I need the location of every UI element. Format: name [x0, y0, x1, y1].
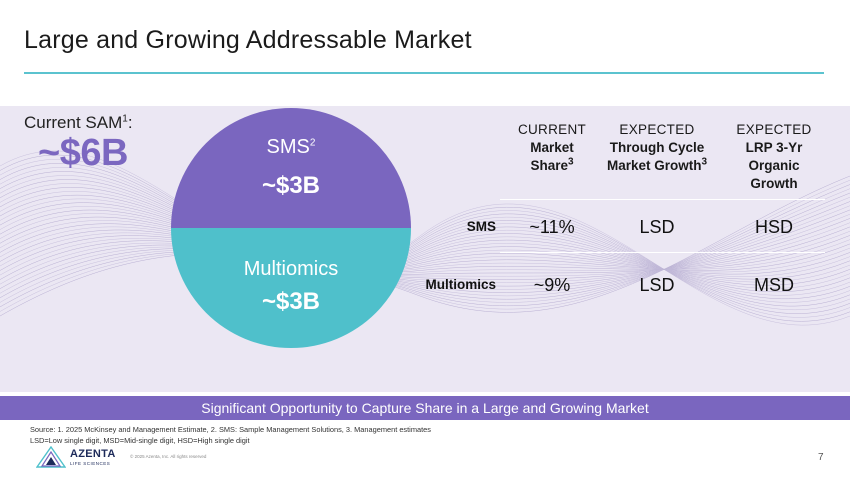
row-label-multiomics: Multiomics [425, 277, 496, 292]
wave-line [0, 218, 850, 280]
wave-line [0, 150, 850, 326]
wave-line [0, 201, 850, 293]
source-line: Source: 1. 2025 McKinsey and Management … [30, 425, 431, 434]
wave-line [0, 222, 850, 277]
wave-line [0, 220, 850, 272]
wave-line [0, 179, 850, 312]
cell-multiomics-market-growth: LSD [639, 275, 675, 295]
wave-line [0, 198, 850, 283]
wave-line [0, 223, 850, 273]
table-rule [500, 252, 825, 253]
slide-title: Large and Growing Addressable Market [24, 26, 472, 54]
wave-line [0, 175, 850, 317]
sam-split-circle: SMS2 ~$3B Multiomics ~$3B [171, 108, 411, 348]
wave-line [0, 206, 850, 277]
sms-segment-value: ~$3B [261, 172, 321, 199]
wave-line [0, 175, 850, 303]
content-panel [0, 106, 850, 392]
cell-sms-market-growth: LSD [639, 217, 675, 237]
wave-line [0, 192, 850, 300]
row-label-sms: SMS [466, 219, 496, 234]
wave-line [0, 209, 850, 287]
wave-lines-decoration [0, 150, 850, 326]
source-footnotes: Source: 1. 2025 McKinsey and Management … [30, 424, 431, 446]
multiomics-segment-name: Multiomics [243, 258, 339, 280]
wave-line [0, 226, 850, 274]
cell-multiomics-share: ~9% [533, 275, 571, 295]
multiomics-segment [171, 228, 411, 348]
wave-line [0, 191, 850, 289]
wave-line [0, 179, 850, 299]
copyright-notice: © 2025 Azenta, Inc. All rights reserved [130, 454, 207, 459]
cell-sms-organic-growth: HSD [754, 217, 793, 237]
title-divider [24, 72, 824, 74]
abbreviation-line: LSD=Low single digit, MSD=Mid-single dig… [30, 436, 250, 445]
wave-line [0, 187, 850, 293]
cell-multiomics-organic-growth: MSD [754, 275, 794, 295]
wave-line [0, 184, 850, 308]
wave-line [0, 202, 850, 280]
col-header-market-growth: EXPECTED Through Cycle Market Growth3 [606, 122, 708, 173]
wave-line [0, 216, 850, 271]
key-message-banner: Significant Opportunity to Capture Share… [0, 396, 850, 420]
sam-value: ~$6B [38, 132, 128, 174]
wave-line [0, 167, 850, 311]
wave-line [0, 213, 850, 273]
logo-wordmark: AZENTA [70, 448, 116, 460]
wave-line [0, 159, 850, 318]
wave-line [0, 183, 850, 296]
table-rule [500, 199, 825, 200]
wave-line [0, 195, 850, 286]
sam-label: Current SAM1: [24, 113, 133, 132]
wave-line [0, 226, 850, 275]
wave-line [0, 188, 850, 303]
wave-line [0, 205, 850, 290]
wave-line [0, 163, 850, 314]
sam-footnote: 1 [122, 113, 128, 125]
sms-segment [171, 108, 411, 228]
col-header-current-share: CURRENT Market Share3 [517, 122, 587, 173]
multiomics-segment-value: ~$3B [261, 288, 321, 315]
cell-sms-share: ~11% [529, 217, 575, 237]
wave-line [0, 209, 850, 275]
azenta-logo-icon [36, 446, 66, 468]
wave-line [0, 171, 850, 307]
wave-line [0, 154, 850, 322]
sms-segment-name: SMS2 [266, 136, 316, 158]
wave-line [0, 213, 850, 283]
logo-subtitle: LIFE SCIENCES [70, 461, 111, 466]
page-number: 7 [818, 452, 824, 463]
col-header-organic-growth: EXPECTED LRP 3-Yr Organic Growth [736, 122, 812, 191]
